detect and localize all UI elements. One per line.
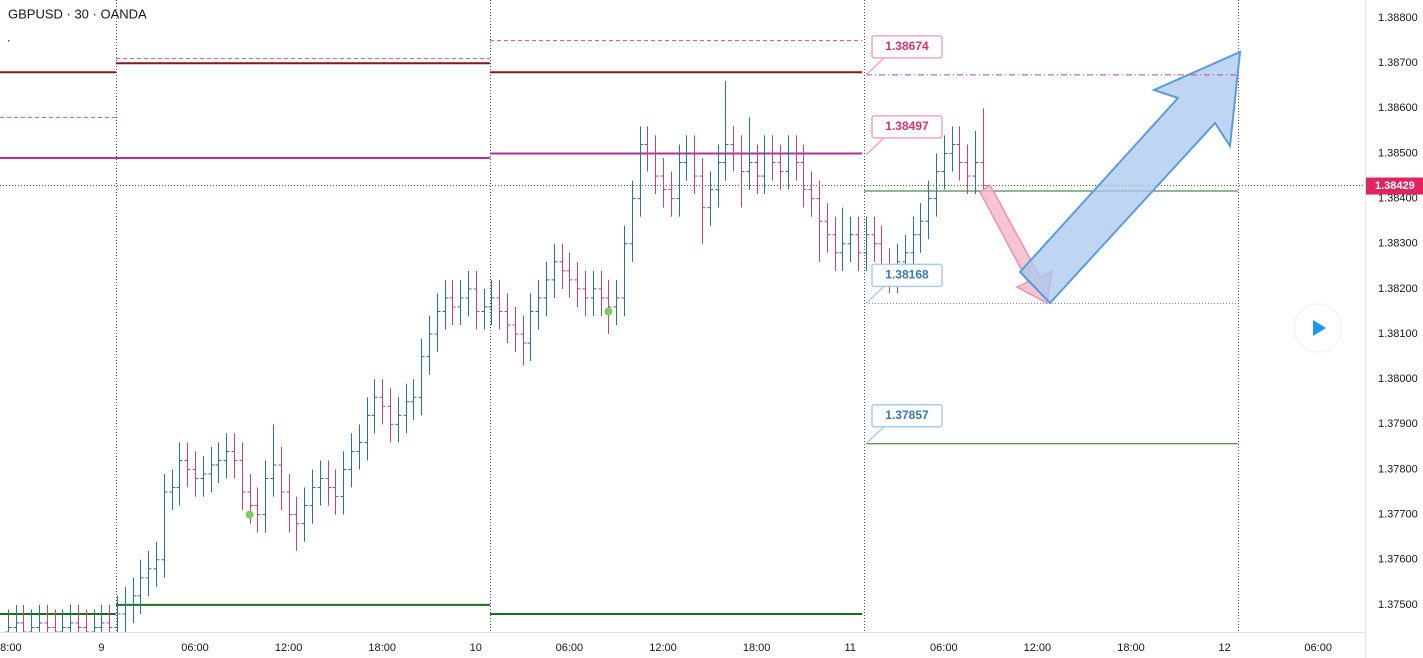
annotation-pointer — [865, 57, 885, 76]
y-tick-label: 1.37800 — [1378, 463, 1418, 475]
y-tick-label: 1.38800 — [1378, 12, 1418, 24]
x-tick-label: 10 — [470, 642, 482, 654]
x-tick-label: 06:00 — [556, 642, 584, 654]
plot — [0, 40, 1365, 632]
annotation-label: 1.38497 — [885, 119, 929, 133]
annotation-pointer — [865, 285, 885, 304]
x-tick-label: 06:00 — [930, 642, 958, 654]
x-tick-label: 18:00 — [1117, 642, 1145, 654]
annotation-box — [871, 115, 943, 139]
y-tick-label: 1.38200 — [1378, 283, 1418, 295]
x-tick-label: 12:00 — [275, 642, 303, 654]
play-icon — [1313, 320, 1326, 336]
y-tick-label: 1.37900 — [1378, 418, 1418, 430]
x-tick-label: 18:00 — [368, 642, 396, 654]
y-tick-label: 1.38600 — [1378, 102, 1418, 114]
session-dividers — [116, 0, 1239, 632]
annotation-box — [871, 35, 943, 59]
y-tick-label: 1.38000 — [1378, 373, 1418, 385]
x-tick-label: 12:00 — [1024, 642, 1052, 654]
x-tick-label: 11 — [844, 642, 855, 654]
x-tick-label: 12:00 — [649, 642, 677, 654]
y-tick-label: 1.38300 — [1378, 238, 1418, 250]
y-tick-label: 1.37600 — [1378, 554, 1418, 566]
x-tick-label: 06:00 — [181, 642, 209, 654]
annotation-box — [871, 263, 943, 288]
annotation-pointer — [865, 137, 885, 156]
x-tick-label: 9 — [98, 642, 104, 654]
annotation-label: 1.38674 — [885, 39, 929, 53]
y-tick-label: 1.38400 — [1378, 193, 1418, 205]
signal-dot — [245, 510, 254, 519]
annotation-pointer — [865, 426, 885, 445]
x-tick-label: 18:00 — [743, 642, 771, 654]
current-price-tag — [1366, 177, 1423, 195]
annotation-box — [871, 404, 943, 428]
chart-title: GBPUSD · 30 · OANDA — [8, 6, 147, 21]
x-tick-label: 12 — [1218, 642, 1230, 654]
annotation-label: 1.37857 — [885, 408, 929, 422]
x-tick-label: 18:00 — [0, 642, 22, 654]
chart-subtitle: . — [7, 29, 11, 44]
current-price-label: 1.38429 — [1375, 180, 1415, 192]
y-tick-label: 1.37700 — [1378, 509, 1418, 521]
x-tick-label: 06:00 — [1304, 642, 1332, 654]
annotation-label: 1.38168 — [885, 268, 929, 282]
y-tick-label: 1.38100 — [1378, 328, 1418, 340]
up-arrow — [1018, 50, 1242, 305]
signal-dot — [604, 307, 613, 316]
y-tick-label: 1.38500 — [1378, 147, 1418, 159]
y-tick-label: 1.38700 — [1378, 57, 1418, 69]
y-tick-label: 1.37500 — [1378, 599, 1418, 611]
